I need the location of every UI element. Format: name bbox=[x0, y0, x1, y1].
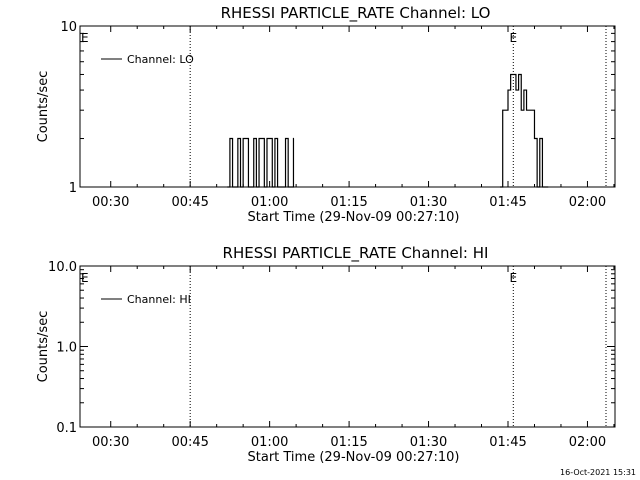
y-tick-label: 1.0 bbox=[56, 341, 77, 356]
x-tick-label: 01:30 bbox=[410, 435, 447, 450]
plot-frame bbox=[79, 25, 616, 188]
x-axis-label: Start Time (29-Nov-09 00:27:10) bbox=[248, 450, 460, 465]
chart-panel-lo: RHESSI PARTICLE_RATE Channel: LO 00:30 00:… bbox=[36, 4, 616, 225]
legend-label: Channel: LO bbox=[127, 53, 194, 66]
series-line-lo bbox=[500, 73, 549, 188]
y-axis-label: Counts/sec bbox=[36, 71, 51, 143]
x-axis-label: Start Time (29-Nov-09 00:27:10) bbox=[248, 210, 460, 225]
legend-label: Channel: HI bbox=[127, 293, 191, 306]
x-tick-label: 00:30 bbox=[92, 435, 129, 450]
x-tick-label: 02:00 bbox=[569, 195, 606, 210]
x-tick-label: 01:00 bbox=[251, 195, 288, 210]
x-tick-label: 00:30 bbox=[92, 195, 129, 210]
x-tick-label: 01:30 bbox=[410, 195, 447, 210]
y-axis-label: Counts/sec bbox=[36, 311, 51, 383]
chart-title: RHESSI PARTICLE_RATE Channel: HI bbox=[223, 244, 489, 263]
y-tick-label: 10.0 bbox=[48, 260, 77, 275]
y-tick-label: 0.1 bbox=[56, 421, 77, 436]
x-tick-label: 01:00 bbox=[251, 435, 288, 450]
x-tick-label: 02:00 bbox=[569, 435, 606, 450]
x-tick-label: 01:15 bbox=[330, 435, 367, 450]
x-tick-label: 01:15 bbox=[330, 195, 367, 210]
y-tick-label: 1 bbox=[69, 181, 77, 196]
event-marker-label: E bbox=[510, 31, 518, 45]
plot-frame bbox=[79, 265, 616, 428]
series-line-lo bbox=[227, 137, 295, 188]
edge-marker-label: E bbox=[81, 31, 89, 45]
edge-marker-label: E bbox=[81, 271, 89, 285]
chart-title: RHESSI PARTICLE_RATE Channel: LO bbox=[221, 4, 491, 23]
y-tick-label: 10 bbox=[60, 20, 77, 35]
chart-panel-hi: RHESSI PARTICLE_RATE Channel: HI 00:30 00:… bbox=[36, 244, 616, 465]
x-tick-label: 00:45 bbox=[171, 435, 208, 450]
footer-timestamp: 16-Oct-2021 15:31 bbox=[560, 468, 636, 477]
x-tick-label: 00:45 bbox=[171, 195, 208, 210]
event-marker-label: E bbox=[510, 271, 518, 285]
x-tick-label: 01:45 bbox=[489, 435, 526, 450]
x-tick-label: 01:45 bbox=[489, 195, 526, 210]
